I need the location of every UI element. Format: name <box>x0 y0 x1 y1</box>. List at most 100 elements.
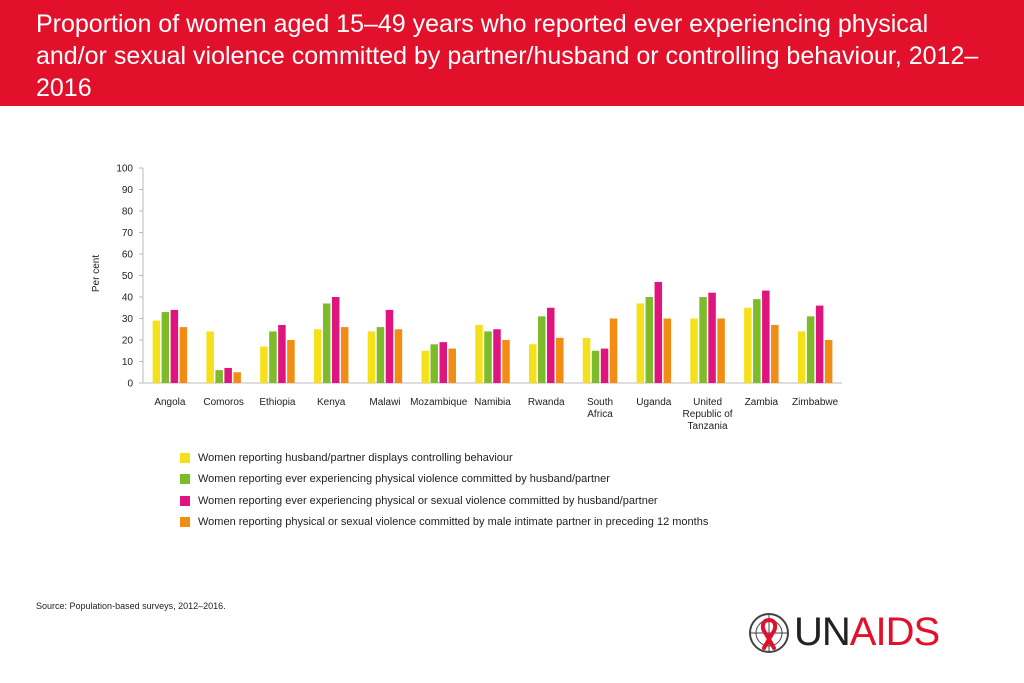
bar <box>582 337 591 383</box>
y-tick-label: 40 <box>122 293 134 304</box>
y-axis-title: Per cent <box>91 255 102 292</box>
bar-chart: 0 10 20 30 40 50 60 70 80 90 100 Per cent Angola Como… <box>91 164 842 432</box>
bar <box>439 342 447 383</box>
bar <box>206 331 214 383</box>
logo-text-aids: AIDS <box>849 610 940 654</box>
bar <box>421 350 429 383</box>
bar <box>376 327 385 383</box>
bar <box>322 303 331 383</box>
bar <box>502 340 510 383</box>
bar <box>762 290 770 383</box>
legend-item: Women reporting ever experiencing physic… <box>180 469 708 491</box>
bar <box>367 331 376 383</box>
legend-label: Women reporting physical or sexual viole… <box>198 516 709 529</box>
bar <box>233 372 241 383</box>
source-note: Source: Population-based surveys, 2012–2… <box>36 601 226 611</box>
bar <box>708 292 716 383</box>
bar <box>152 320 161 383</box>
bar <box>636 303 645 383</box>
bar <box>493 329 501 383</box>
page-title: Proportion of women aged 15–49 years who… <box>36 10 979 102</box>
x-category-label: Ethiopia <box>259 397 296 408</box>
bar <box>645 297 654 383</box>
bar <box>824 340 833 383</box>
x-category-label: Rwanda <box>528 397 565 408</box>
legend-swatch <box>180 474 190 485</box>
bar <box>744 307 752 383</box>
legend-swatch <box>180 517 190 528</box>
y-tick-label: 0 <box>127 379 133 390</box>
x-category-label: Africa <box>587 409 613 420</box>
legend-item: Women reporting ever experiencing physic… <box>180 490 708 512</box>
x-category-label: Republic of <box>683 409 733 420</box>
chart-legend: Women reporting husband/partner displays… <box>180 447 708 533</box>
x-category-label: Tanzania <box>688 421 728 432</box>
x-category-label: South <box>587 397 613 408</box>
bar <box>771 324 779 383</box>
bar <box>331 297 340 383</box>
bar <box>484 331 492 383</box>
legend-swatch <box>180 495 190 506</box>
bar <box>313 329 322 383</box>
x-category-label: Uganda <box>636 397 671 408</box>
bar <box>609 318 618 383</box>
legend-label: Women reporting husband/partner displays… <box>198 451 513 464</box>
x-category-label: Namibia <box>474 397 511 408</box>
legend-item: Women reporting husband/partner displays… <box>180 447 708 469</box>
bar <box>699 297 707 383</box>
y-tick-label: 60 <box>122 250 134 261</box>
bar <box>663 318 672 383</box>
bar <box>475 324 483 383</box>
x-category-label: Comoros <box>203 397 244 408</box>
bar <box>287 340 295 383</box>
y-tick-label: 90 <box>122 185 134 196</box>
x-category-label: Angola <box>154 397 186 408</box>
bar <box>538 316 546 383</box>
bar <box>717 318 725 383</box>
bar <box>215 370 223 383</box>
x-category-label: Malawi <box>369 397 400 408</box>
x-category-label: Zambia <box>745 397 779 408</box>
bar <box>753 299 761 383</box>
legend-label: Women reporting ever experiencing physic… <box>198 494 658 507</box>
un-emblem-ribbon-icon <box>749 612 789 653</box>
bar <box>179 327 188 383</box>
bar <box>385 309 394 383</box>
x-category-label: United <box>693 397 722 408</box>
logo-text-un: UN <box>794 610 851 654</box>
bar <box>547 307 555 383</box>
bar <box>224 367 232 383</box>
bar <box>278 324 286 383</box>
bar <box>161 312 170 383</box>
bar <box>556 337 564 383</box>
y-tick-label: 70 <box>122 228 134 239</box>
x-category-label: Kenya <box>317 397 346 408</box>
bar <box>394 329 403 383</box>
x-category-label: Zimbabwe <box>792 397 839 408</box>
header-banner: Proportion of women aged 15–49 years who… <box>0 0 1024 106</box>
legend-swatch <box>180 452 190 463</box>
y-tick-label: 20 <box>122 336 134 347</box>
bar <box>269 331 277 383</box>
bar <box>430 344 438 383</box>
bar <box>340 327 349 383</box>
bar <box>448 348 456 383</box>
bar <box>654 281 663 383</box>
bar <box>690 318 698 383</box>
y-tick-label: 80 <box>122 207 134 218</box>
bar <box>806 316 815 383</box>
y-tick-label: 30 <box>122 314 134 325</box>
bar <box>170 309 179 383</box>
legend-label: Women reporting ever experiencing physic… <box>198 473 610 486</box>
source-text: Population-based surveys, 2012–2016. <box>67 601 226 611</box>
bar <box>529 344 537 383</box>
legend-item: Women reporting physical or sexual viole… <box>180 512 708 534</box>
bar <box>600 348 609 383</box>
bar <box>260 346 268 383</box>
source-label: Source: <box>36 601 68 611</box>
bar <box>591 350 600 383</box>
y-tick-label: 50 <box>122 271 134 282</box>
x-category-label: Mozambique <box>410 397 468 408</box>
bar <box>797 331 806 383</box>
y-tick-label: 100 <box>116 164 133 175</box>
